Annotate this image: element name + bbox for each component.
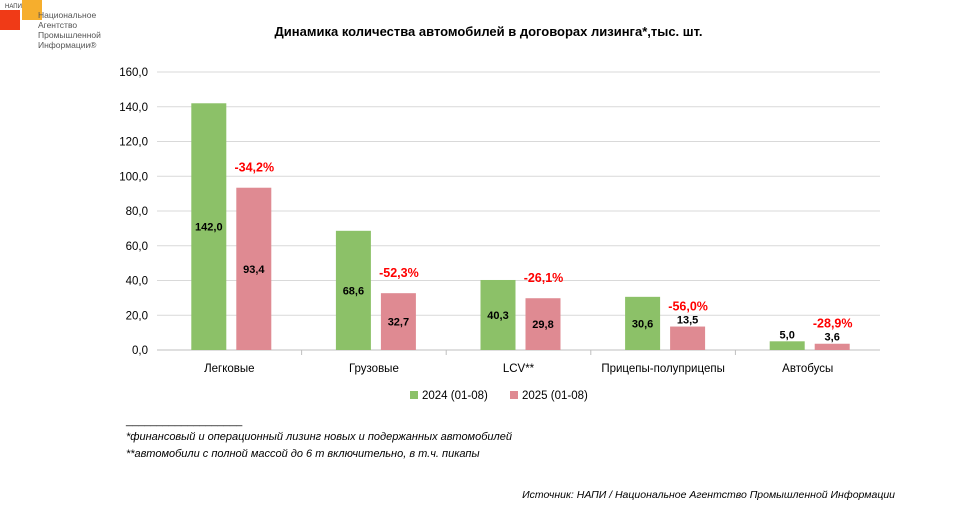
footnote-rule: ___________________ [126,415,243,427]
data-label: 142,0 [195,222,223,234]
logo-line: Национальное [38,10,97,20]
bar [380,293,416,350]
x-tick-label: LCV** [503,363,535,375]
y-tick-label: 60,0 [126,241,148,253]
bar [191,103,227,351]
change-label: -52,3% [379,266,419,280]
change-label: -26,1% [524,271,564,285]
data-label: 30,6 [632,318,653,330]
data-label: 40,3 [487,310,508,322]
logo-red-square [0,10,20,30]
logo-line: Агентство [38,20,78,30]
change-label: -56,0% [668,300,708,314]
y-tick-label: 140,0 [119,102,148,114]
source-note: Источник: НАПИ / Национальное Агентство … [522,489,895,501]
bar [625,296,661,350]
x-tick-label: Грузовые [349,363,399,375]
data-label: 29,8 [532,319,553,331]
footnote-1: *финансовый и операционный лизинг новых … [126,431,512,443]
change-label: -28,9% [813,317,853,331]
y-tick-label: 100,0 [119,171,148,183]
legend-swatch [410,391,418,399]
data-label: 68,6 [343,285,364,297]
legend-swatch [510,391,518,399]
x-tick-label: Автобусы [782,363,833,375]
footnote-2: **автомобили с полной массой до 6 т вклю… [126,448,480,460]
bar [814,343,850,350]
legend-label: 2024 (01-08) [422,390,488,402]
logo-line: Информации® [38,40,97,50]
y-tick-label: 120,0 [119,137,148,149]
bar [335,230,371,350]
y-tick-label: 80,0 [126,206,148,218]
bar [670,326,706,350]
bar [480,279,516,350]
bar [236,187,272,350]
legend-label: 2025 (01-08) [522,390,588,402]
logo-abbr: НАПИ [5,4,22,10]
bar [525,298,561,350]
chart-title: Динамика количества автомобилей в догово… [274,24,703,39]
bar [769,341,805,350]
x-tick-label: Прицепы-полуприцепы [601,363,725,375]
y-tick-label: 160,0 [119,67,148,79]
data-label: 5,0 [780,329,795,341]
data-label: 3,6 [825,332,840,344]
data-label: 32,7 [388,317,409,329]
logo-orange-square [22,0,42,20]
y-tick-label: 0,0 [132,345,148,357]
change-label: -34,2% [234,161,274,175]
y-tick-label: 20,0 [126,310,148,322]
logo-line: Промышленной [38,30,101,40]
data-label: 13,5 [677,315,698,327]
data-label: 93,4 [243,264,265,276]
x-tick-label: Легковые [204,363,254,375]
y-tick-label: 40,0 [126,276,148,288]
